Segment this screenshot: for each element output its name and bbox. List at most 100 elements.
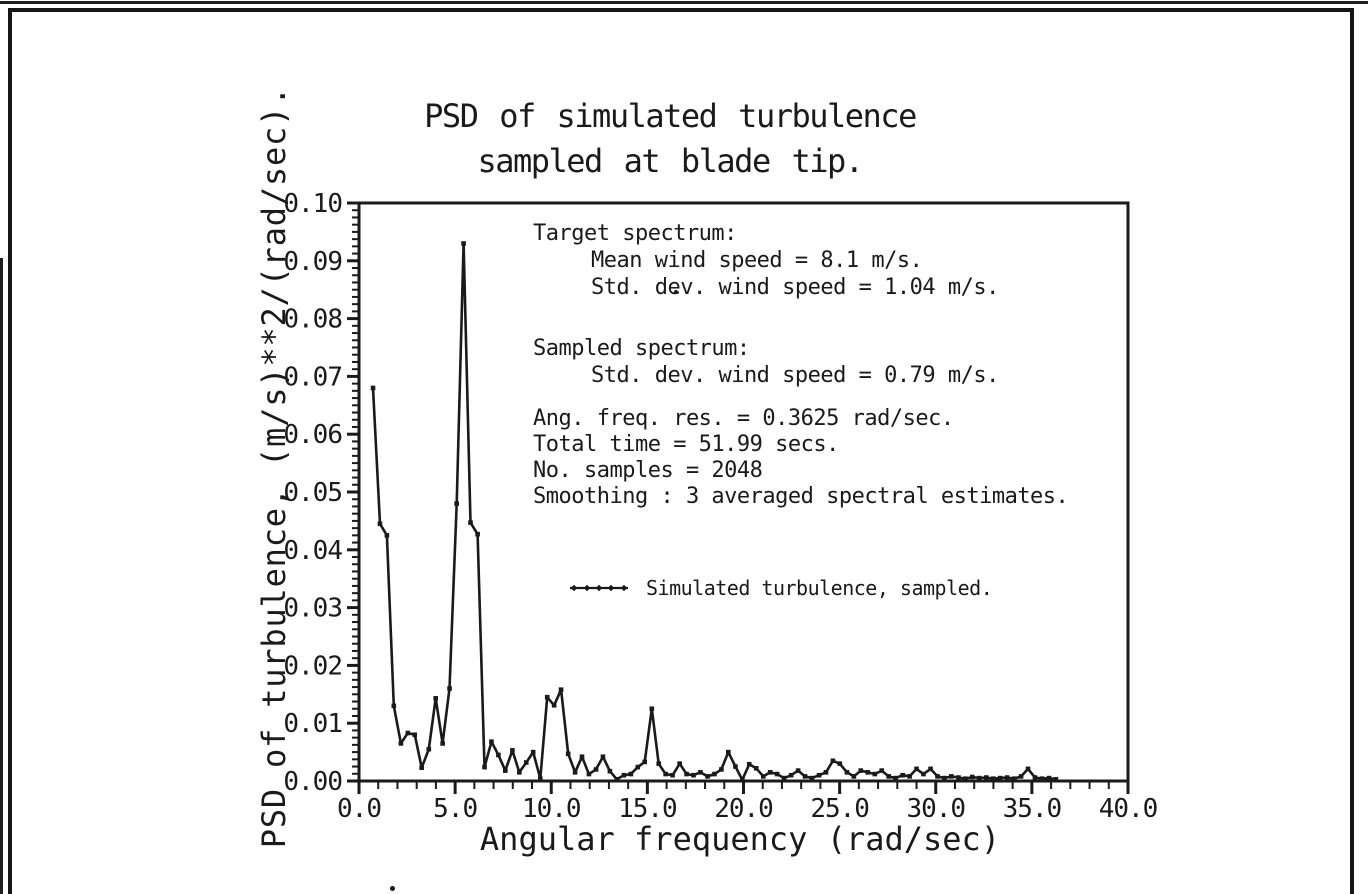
legend: Simulated turbulence, sampled.: [568, 576, 993, 600]
chart-title: PSD of simulated turbulence sampled at b…: [340, 94, 1000, 184]
data-point-marker: [412, 732, 418, 738]
data-point-marker: [844, 770, 850, 775]
data-point-marker: [544, 694, 550, 700]
data-point-marker: [914, 766, 919, 772]
data-point-marker: [942, 775, 947, 781]
y-tick-label: 0.10: [283, 189, 342, 219]
data-point-marker: [377, 521, 383, 527]
data-point-marker: [963, 776, 968, 781]
data-point-marker: [900, 772, 905, 778]
data-point-marker: [830, 758, 836, 764]
x-tick-label: 40.0: [1099, 794, 1158, 824]
data-point-marker: [837, 761, 843, 766]
y-tick-label: 0.08: [283, 305, 342, 335]
data-point-marker: [370, 385, 376, 391]
data-point-marker: [517, 770, 522, 775]
data-point-marker: [684, 771, 689, 777]
sampled-std-dev-wind-speed: Std. dev. wind speed = 0.79 m/s.: [591, 363, 999, 388]
y-tick-label: 0.02: [283, 651, 342, 681]
sampled-spectrum-header: Sampled spectrum:: [533, 336, 750, 361]
data-point-marker: [670, 772, 675, 778]
data-point-marker: [733, 764, 738, 769]
x-tick-label: 20.0: [714, 794, 773, 824]
data-point-marker: [879, 768, 885, 773]
data-point-marker: [781, 775, 787, 781]
data-point-marker: [656, 761, 662, 766]
x-tick-label: 35.0: [1003, 794, 1062, 824]
data-point-marker: [503, 768, 508, 773]
data-point-marker: [426, 746, 432, 752]
y-tick-label: 0.00: [283, 767, 342, 797]
data-point-marker: [572, 770, 578, 775]
data-point-marker: [719, 767, 724, 772]
y-axis-label: PSD of turbulence, (m/s)**2/(rad/sec).: [255, 85, 293, 849]
data-point-marker: [691, 772, 696, 778]
data-point-marker: [823, 770, 829, 775]
data-point-marker: [510, 748, 515, 753]
data-point-marker: [600, 754, 606, 760]
smoothing: Smoothing : 3 averaged spectral estimate…: [533, 484, 1069, 509]
data-point-marker: [740, 777, 745, 783]
data-point-marker: [858, 768, 864, 773]
y-tick-label: 0.09: [283, 247, 342, 277]
data-point-marker: [461, 241, 466, 246]
data-point-marker: [593, 767, 599, 772]
data-point-marker: [928, 766, 933, 772]
y-tick-label: 0.04: [283, 536, 342, 566]
y-tick-label: 0.01: [283, 709, 342, 739]
data-point-marker: [663, 771, 668, 777]
data-point-marker: [753, 765, 759, 771]
data-point-marker: [907, 774, 912, 779]
angular-freq-resolution: Ang. freq. res. = 0.3625 rad/sec.: [533, 406, 954, 431]
data-point-marker: [1053, 776, 1059, 782]
scan-speck: [390, 886, 395, 891]
chart-title-line2: sampled at blade tip.: [477, 142, 864, 180]
data-point-marker: [816, 772, 822, 778]
data-point-marker: [1046, 775, 1052, 781]
data-point-marker: [419, 765, 424, 771]
data-point-marker: [635, 764, 641, 770]
data-point-marker: [746, 761, 752, 767]
data-point-marker: [956, 775, 961, 780]
data-point-marker: [447, 686, 452, 691]
data-point-marker: [628, 771, 634, 777]
target-std-dev-wind-speed: Std. dev. wind speed = 1.04 m/s.: [591, 275, 999, 300]
data-point-marker: [440, 741, 445, 746]
y-tick-label: 0.03: [283, 594, 342, 624]
data-point-marker: [969, 774, 975, 780]
data-point-marker: [1004, 775, 1010, 780]
total-time: Total time = 51.99 secs.: [533, 432, 839, 457]
data-point-marker: [984, 775, 989, 780]
y-tick-label: 0.05: [283, 478, 342, 508]
data-point-marker: [496, 752, 501, 758]
data-point-marker: [802, 774, 808, 779]
data-point-marker: [558, 687, 564, 692]
scan-edge-top: [0, 1, 1368, 4]
data-point-marker: [398, 741, 404, 746]
data-point-marker: [405, 730, 411, 736]
data-point-marker: [886, 774, 891, 779]
data-point-marker: [788, 772, 794, 778]
data-point-marker: [949, 774, 954, 779]
data-point-marker: [1025, 766, 1031, 772]
data-point-marker: [921, 771, 926, 777]
data-point-marker: [482, 764, 487, 770]
data-point-marker: [530, 749, 536, 755]
data-point-marker: [649, 706, 655, 712]
data-point-marker: [384, 533, 390, 538]
target-spectrum-header: Target spectrum:: [533, 221, 737, 246]
data-point-marker: [523, 760, 529, 765]
data-point-marker: [468, 520, 473, 525]
data-point-marker: [489, 739, 494, 744]
data-point-marker: [614, 776, 620, 782]
data-point-marker: [990, 776, 996, 781]
data-point-marker: [391, 703, 397, 709]
x-tick-label: 30.0: [906, 794, 965, 824]
data-point-marker: [433, 696, 439, 701]
data-point-marker: [976, 775, 982, 781]
data-point-marker: [1011, 776, 1017, 781]
data-point-marker: [677, 761, 682, 766]
data-point-marker: [642, 759, 647, 765]
scan-edge-left: [0, 258, 3, 894]
